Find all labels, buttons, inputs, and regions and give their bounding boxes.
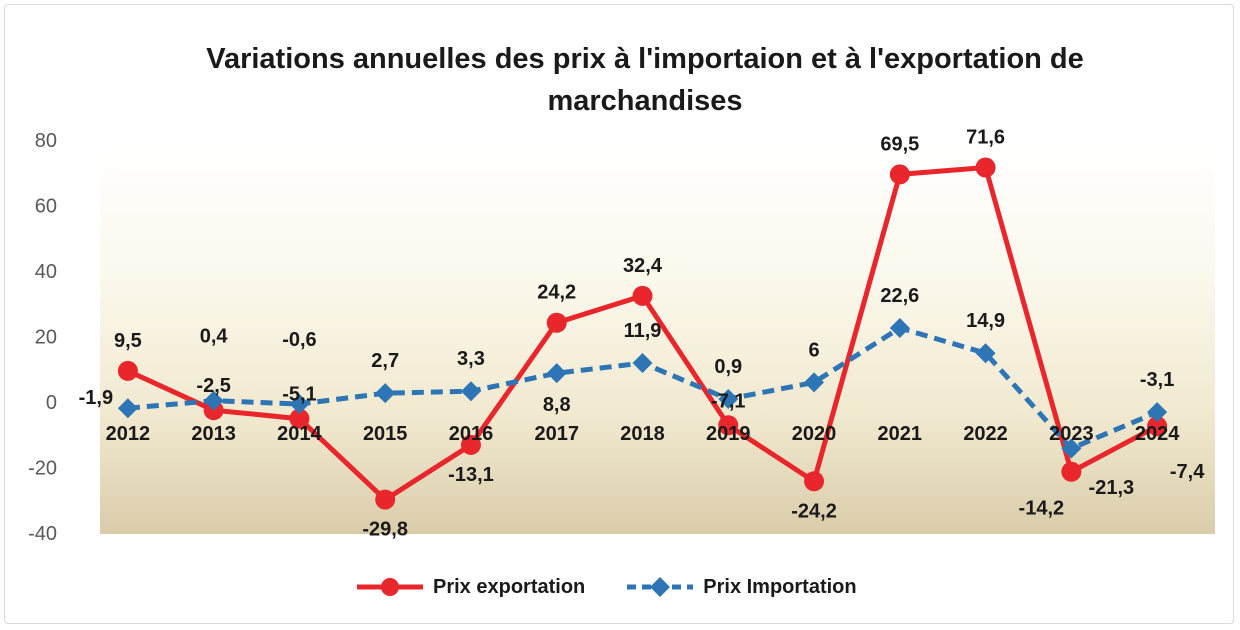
y-tick-label: 20 [35, 327, 57, 349]
data-point-export [718, 415, 739, 436]
data-point-export [804, 471, 825, 492]
y-tick-label: -20 [28, 458, 57, 480]
legend-swatch-export [357, 578, 423, 596]
series-layer [117, 157, 1168, 510]
data-point-import [889, 317, 910, 338]
data-point-import [1061, 438, 1082, 459]
data-label-export: 32,4 [623, 255, 663, 277]
data-label-export: -5,1 [282, 384, 316, 406]
x-tick-label: 2023 [1049, 423, 1094, 445]
x-tick-label: 2024 [1135, 423, 1180, 445]
x-tick-label: 2019 [706, 423, 751, 445]
data-label-import: 0,4 [200, 326, 229, 348]
data-label-import: -0,6 [282, 329, 316, 351]
data-label-import: 3,3 [457, 348, 485, 370]
y-axis: 80 60 40 20 0 -20 -40 [28, 130, 57, 545]
x-tick-label: 2015 [363, 423, 408, 445]
x-tick-label: 2020 [792, 423, 837, 445]
legend: Prix exportation Prix Importation [355, 570, 897, 604]
data-point-export [1147, 416, 1168, 437]
data-point-import [632, 353, 653, 374]
data-labels: 9,5 -1,9 -2,5 0,4 -5,1 -0,6 -29,8 2,7 -13,1 3,3 24… [79, 127, 1206, 541]
data-point-import [203, 390, 224, 411]
data-point-export [375, 489, 396, 510]
legend-item-import: Prix Importation [625, 572, 857, 602]
data-point-import [546, 363, 567, 384]
data-point-export [632, 285, 653, 306]
data-label-export: 71,6 [966, 127, 1005, 149]
x-tick-label: 2013 [191, 423, 236, 445]
data-label-import: 6 [808, 339, 819, 361]
data-label-export: -21,3 [1089, 477, 1135, 499]
data-label-export: -7,4 [1170, 461, 1205, 483]
data-point-import [718, 389, 739, 410]
data-point-import [460, 381, 481, 402]
data-label-export: -29,8 [362, 519, 408, 541]
x-tick-label: 2012 [106, 423, 151, 445]
data-label-export: 9,5 [114, 330, 142, 352]
plot-area [100, 140, 1215, 534]
data-point-import [975, 343, 996, 364]
data-label-export: -13,1 [448, 464, 494, 486]
data-label-export: 24,2 [537, 282, 576, 304]
y-tick-label: 80 [35, 130, 57, 152]
data-point-export [289, 408, 310, 429]
data-point-import [289, 393, 310, 414]
y-tick-label: 0 [46, 392, 57, 414]
data-point-import [117, 398, 138, 419]
x-tick-label: 2021 [878, 423, 923, 445]
x-tick-label: 2022 [963, 423, 1008, 445]
y-tick-label: 40 [35, 261, 57, 283]
data-point-export [1061, 461, 1082, 482]
data-label-import: -14,2 [1019, 498, 1065, 520]
y-tick-label: -40 [28, 523, 57, 545]
data-point-export [117, 360, 138, 381]
x-tick-label: 2018 [620, 423, 665, 445]
legend-label-export: Prix exportation [433, 575, 586, 598]
data-label-import: 11,9 [624, 320, 662, 342]
data-label-export: -24,2 [791, 500, 837, 522]
data-point-import [804, 372, 825, 393]
legend-label-import: Prix Importation [703, 575, 857, 598]
data-label-import: 2,7 [371, 350, 399, 372]
data-point-export [460, 434, 481, 455]
data-point-export [546, 312, 567, 333]
x-axis: 2012 2013 2014 2015 2016 2017 2018 2019 2020 2021… [106, 423, 1181, 445]
legend-swatch-import [627, 577, 694, 597]
x-tick-label: 2016 [449, 423, 494, 445]
legend-item-export: Prix exportation [355, 572, 585, 602]
y-tick-label: 60 [35, 196, 57, 218]
data-label-import: -3,1 [1140, 369, 1174, 391]
data-label-export: -7,1 [711, 390, 745, 412]
data-label-export: 69,5 [880, 133, 919, 155]
chart-title: Variations annuelles des prix à l'import… [206, 43, 1084, 117]
data-label-export: -2,5 [196, 375, 230, 397]
x-tick-label: 2014 [277, 423, 322, 445]
data-label-import: 8,8 [543, 394, 571, 416]
data-label-import: 14,9 [966, 310, 1005, 332]
data-label-import: 22,6 [880, 285, 919, 307]
data-point-import [1147, 402, 1168, 423]
x-tick-label: 2017 [534, 423, 579, 445]
data-point-import [375, 383, 396, 404]
data-point-export [889, 164, 910, 185]
data-point-export [975, 157, 996, 178]
data-label-import: 0,9 [714, 356, 742, 378]
data-label-import: -1,9 [79, 387, 113, 409]
